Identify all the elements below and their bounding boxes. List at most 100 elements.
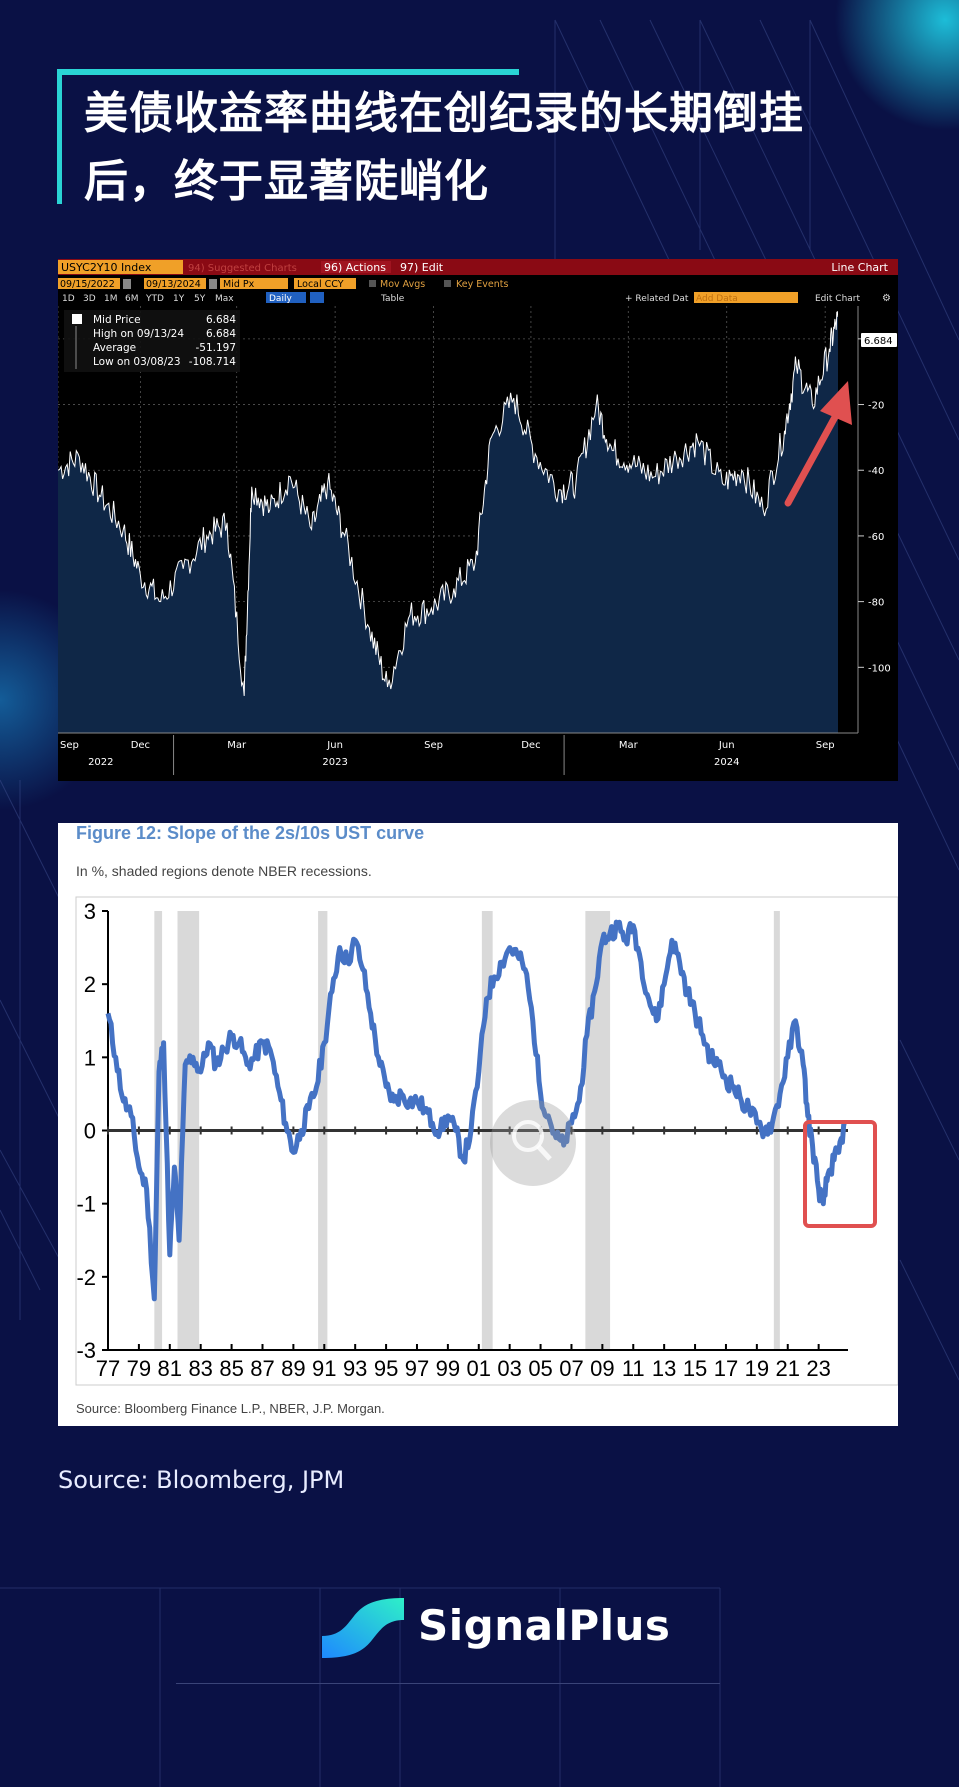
jpm-x-tick-label: 01 [467, 1356, 491, 1381]
jpm-x-tick-label: 83 [188, 1356, 212, 1381]
chart-type-label[interactable]: Line Chart [831, 261, 888, 274]
period-button-1y[interactable]: 1Y [173, 294, 185, 304]
bbg-x-tick-label: Mar [619, 740, 639, 751]
bbg-x-tick-label: Dec [131, 740, 150, 751]
jpm-x-tick-label: 03 [497, 1356, 521, 1381]
page-title: 美债收益率曲线在创纪录的长期倒挂后，终于显著陡峭化 [84, 88, 804, 207]
legend-average-value: -51.197 [195, 342, 236, 354]
jpm-y-tick-label: 0 [84, 1119, 96, 1144]
actions-menu[interactable]: 96) Actions [324, 261, 386, 274]
jpm-x-tick-label: 87 [250, 1356, 274, 1381]
jpm-y-tick-label: 2 [84, 972, 96, 997]
legend-high-value: 6.684 [206, 328, 236, 340]
bbg-x-tick-label: Sep [60, 740, 79, 751]
ticker-field[interactable]: USYC2Y10 Index [61, 261, 152, 274]
bbg-price-line [58, 310, 839, 696]
brand-name: SignalPlus [418, 1601, 671, 1650]
jpm-x-tick-label: 17 [714, 1356, 738, 1381]
bbg-x-tick-label: Sep [424, 740, 443, 751]
period-button-1d[interactable]: 1D [62, 294, 75, 304]
highlight-box [803, 1120, 877, 1228]
jpm-x-tick-label: 79 [127, 1356, 151, 1381]
bbg-x-tick-label: Jun [326, 740, 343, 751]
figure-subtitle: In %, shaded regions denote NBER recessi… [76, 863, 372, 879]
period-button-1m[interactable]: 1M [104, 294, 118, 304]
jpm-slope-line [105, 919, 847, 1302]
add-data-input[interactable]: Add Data [696, 294, 738, 304]
footer-divider [176, 1683, 720, 1684]
jpm-x-tick-label: 89 [281, 1356, 305, 1381]
jpm-x-tick-label: 99 [436, 1356, 460, 1381]
jpm-x-tick-label: 77 [96, 1356, 120, 1381]
bbg-year-label: 2024 [714, 757, 739, 768]
period-button-ytd[interactable]: YTD [145, 294, 164, 304]
end-date-field[interactable]: 09/13/2024 [146, 279, 201, 290]
table-button[interactable]: Table [380, 294, 405, 304]
jpm-y-tick-label: -2 [76, 1265, 96, 1290]
key-events-toggle[interactable]: Key Events [456, 279, 508, 290]
frequency-select[interactable]: Daily [269, 294, 292, 304]
jpm-y-tick-label: -3 [76, 1338, 96, 1363]
legend-mid-value: 6.684 [206, 314, 236, 326]
jpm-x-tick-label: 11 [622, 1356, 645, 1381]
jpm-x-tick-label: 85 [219, 1356, 243, 1381]
legend-low-value: -108.714 [189, 356, 237, 368]
zoom-overlay-icon[interactable] [490, 1100, 576, 1186]
start-date-field[interactable]: 09/15/2022 [60, 279, 115, 290]
legend-high-label: High on 09/13/24 [93, 328, 184, 340]
period-buttons: 1D 3D 1M 6M YTD 1Y 5Y Max [62, 294, 234, 304]
related-data-button[interactable]: + Related Dat [625, 294, 689, 304]
bloomberg-chart: USYC2Y10 Index 94) Suggested Charts 96) … [58, 259, 898, 781]
edit-chart-button[interactable]: Edit Chart [815, 294, 860, 304]
bbg-x-tick-label: Jun [718, 740, 735, 751]
jpm-x-tick-label: 13 [652, 1356, 676, 1381]
jpm-figure: Figure 12: Slope of the 2s/10s UST curve… [58, 823, 898, 1426]
suggested-charts-menu[interactable]: 94) Suggested Charts [188, 263, 297, 274]
red-arrow-annotation [784, 381, 852, 507]
bbg-year-label: 2023 [322, 757, 347, 768]
bbg-y-tick-label: -20 [868, 401, 884, 412]
currency-select[interactable]: Local CCY [297, 279, 344, 290]
jpm-y-tick-label: -1 [76, 1192, 96, 1217]
bbg-x-axis: Sep Dec Mar Jun Sep Dec Mar Jun Sep 2022 2023 2024 [58, 732, 858, 775]
bbg-x-tick-label: Sep [816, 740, 835, 751]
jpm-x-tick-label: 09 [590, 1356, 614, 1381]
jpm-x-tick-label: 21 [776, 1356, 800, 1381]
signalplus-logo-icon [322, 1598, 404, 1658]
legend-average-label: Average [93, 342, 136, 354]
bbg-x-tick-label: Mar [227, 740, 247, 751]
bbg-y-tick-label: -60 [868, 532, 884, 543]
jpm-x-tick-label: 07 [559, 1356, 583, 1381]
period-button-5y[interactable]: 5Y [194, 294, 206, 304]
bbg-y-tick-label: -80 [868, 598, 884, 609]
bbg-area-fill [58, 311, 838, 733]
figure-title: Figure 12: Slope of the 2s/10s UST curve [76, 823, 425, 843]
jpm-y-tick-label: 3 [84, 899, 96, 924]
period-button-max[interactable]: Max [215, 294, 234, 304]
title-accent-bar [57, 69, 519, 75]
settings-gear-icon[interactable]: ⚙ [882, 293, 891, 304]
bbg-y-tick-label: -100 [868, 663, 891, 674]
edit-menu[interactable]: 97) Edit [400, 261, 444, 274]
jpm-x-tick-label: 97 [405, 1356, 429, 1381]
mov-avgs-toggle[interactable]: Mov Avgs [380, 279, 425, 290]
jpm-x-tick-label: 95 [374, 1356, 398, 1381]
page-source: Source: Bloomberg, JPM [58, 1466, 345, 1494]
legend-low-label: Low on 03/08/23 [93, 356, 181, 368]
period-button-3d[interactable]: 3D [83, 294, 96, 304]
bbg-y-axis: 0-20-40-60-80-100 [858, 335, 891, 674]
price-field-select[interactable]: Mid Px [223, 279, 255, 290]
jpm-x-tick-label: 81 [158, 1356, 182, 1381]
jpm-x-tick-label: 91 [312, 1356, 336, 1381]
jpm-x-tick-label: 23 [806, 1356, 830, 1381]
last-value-tag: 6.684 [864, 336, 893, 347]
legend-mid-label: Mid Price [93, 314, 141, 326]
bbg-year-label: 2022 [88, 757, 113, 768]
jpm-x-tick-label: 15 [683, 1356, 707, 1381]
jpm-x-tick-label: 19 [745, 1356, 769, 1381]
bbg-x-tick-label: Dec [521, 740, 540, 751]
period-button-6m[interactable]: 6M [125, 294, 139, 304]
jpm-x-tick-label: 93 [343, 1356, 367, 1381]
jpm-y-tick-label: 1 [84, 1045, 96, 1070]
